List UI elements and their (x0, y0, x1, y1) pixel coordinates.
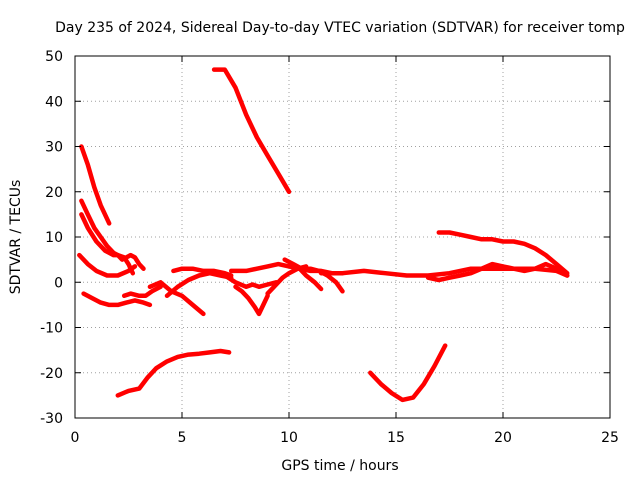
x-tick-label: 20 (494, 430, 512, 446)
y-axis-label: SDTVAR / TECUs (8, 180, 24, 295)
y-tick-label: 20 (45, 185, 63, 201)
series-line-track-8 (147, 280, 206, 317)
x-tick-label: 10 (280, 430, 298, 446)
y-tick-label: -30 (40, 411, 63, 427)
x-axis-label: GPS time / hours (281, 458, 398, 474)
series-line-track-11 (211, 67, 292, 195)
series-line-track-4 (77, 252, 138, 278)
series-line-track-6 (121, 284, 163, 299)
y-tick-label: -10 (40, 321, 63, 337)
ticks (74, 55, 611, 419)
y-tick-label: 0 (54, 275, 63, 291)
series-line-track-19 (368, 343, 448, 403)
series-line-track-9 (164, 270, 234, 299)
series-line-track-12 (233, 284, 270, 317)
y-tick-label: 10 (45, 230, 63, 246)
series-line-track-1 (79, 144, 112, 226)
series-group (77, 67, 570, 403)
x-tick-label: 5 (178, 430, 187, 446)
x-tick-label: 15 (387, 430, 405, 446)
series-line-track-21 (436, 230, 570, 276)
series-line-track-13 (222, 273, 279, 290)
series-line-track-16 (282, 257, 345, 294)
series-line-track-7 (115, 348, 232, 398)
chart-title: Day 235 of 2024, Sidereal Day-to-day VTE… (55, 20, 625, 36)
x-tick-label: 0 (71, 430, 80, 446)
y-tick-label: 30 (45, 140, 63, 156)
series-line-track-17 (297, 266, 324, 292)
y-tick-label: 40 (45, 94, 63, 110)
series-line-track-10 (171, 266, 234, 278)
series-line-track-5 (81, 291, 153, 308)
y-tick-label: 50 (45, 49, 63, 65)
x-tick-labels: 0 5 10 15 20 25 (71, 430, 619, 446)
x-tick-label: 25 (601, 430, 619, 446)
grid (75, 56, 610, 418)
series-line-track-3 (79, 212, 136, 276)
y-tick-labels: -30 -20 -10 0 10 20 30 40 50 (40, 49, 63, 427)
series-line-track-20 (425, 261, 570, 283)
y-tick-label: -20 (40, 366, 63, 382)
